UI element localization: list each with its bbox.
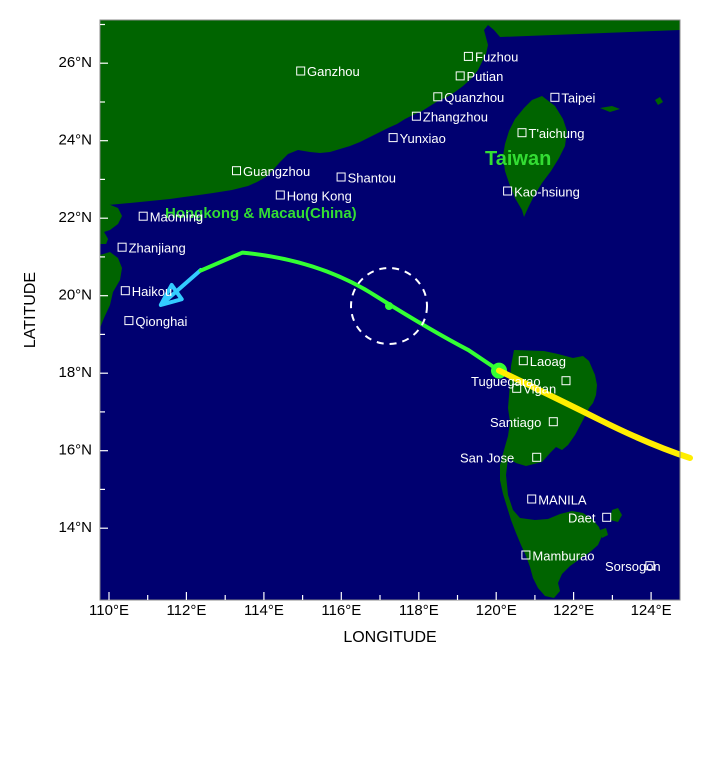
svg-text:18°N: 18°N <box>58 364 92 381</box>
svg-text:Yunxiao: Yunxiao <box>400 131 446 146</box>
svg-text:Maoming: Maoming <box>150 210 203 225</box>
svg-text:T'aichung: T'aichung <box>529 126 585 141</box>
svg-text:Kao-hsiung: Kao-hsiung <box>514 184 580 199</box>
svg-text:LONGITUDE: LONGITUDE <box>343 629 436 646</box>
svg-text:Taipei: Taipei <box>561 91 595 106</box>
svg-text:Quanzhou: Quanzhou <box>444 90 504 105</box>
svg-text:Hong Kong: Hong Kong <box>287 188 352 203</box>
svg-text:Vigan: Vigan <box>523 382 556 397</box>
svg-text:Putian: Putian <box>467 69 504 84</box>
svg-text:Sorsogon: Sorsogon <box>605 559 661 574</box>
svg-text:120°E: 120°E <box>476 602 517 619</box>
svg-text:San Jose: San Jose <box>460 451 514 466</box>
svg-text:122°E: 122°E <box>553 602 594 619</box>
svg-text:22°N: 22°N <box>58 209 92 226</box>
svg-text:Daet: Daet <box>568 511 596 526</box>
svg-text:124°E: 124°E <box>631 602 672 619</box>
svg-text:16°N: 16°N <box>58 442 92 459</box>
svg-text:112°E: 112°E <box>166 602 206 619</box>
svg-text:116°E: 116°E <box>321 602 361 619</box>
svg-text:Qionghai: Qionghai <box>135 314 187 329</box>
svg-text:14°N: 14°N <box>58 519 92 536</box>
svg-text:Zhanjiang: Zhanjiang <box>129 241 186 256</box>
svg-text:Shantou: Shantou <box>348 170 396 185</box>
svg-text:20°N: 20°N <box>58 287 92 304</box>
svg-text:24°N: 24°N <box>58 132 92 149</box>
svg-text:Santiago: Santiago <box>490 415 541 430</box>
svg-text:Fuzhou: Fuzhou <box>475 50 518 65</box>
svg-text:114°E: 114°E <box>244 602 284 619</box>
svg-text:Ganzhou: Ganzhou <box>307 64 360 79</box>
svg-text:Guangzhou: Guangzhou <box>243 164 310 179</box>
svg-text:26°N: 26°N <box>58 54 92 71</box>
svg-text:MANILA: MANILA <box>538 492 587 507</box>
svg-text:Mamburao: Mamburao <box>532 548 594 563</box>
svg-text:Taiwan: Taiwan <box>485 148 551 170</box>
svg-text:118°E: 118°E <box>399 602 439 619</box>
svg-text:LATITUDE: LATITUDE <box>22 272 39 348</box>
svg-text:Haikou: Haikou <box>132 284 172 299</box>
svg-text:Laoag: Laoag <box>530 354 566 369</box>
svg-text:Zhangzhou: Zhangzhou <box>423 110 488 125</box>
svg-text:110°E: 110°E <box>89 602 129 619</box>
